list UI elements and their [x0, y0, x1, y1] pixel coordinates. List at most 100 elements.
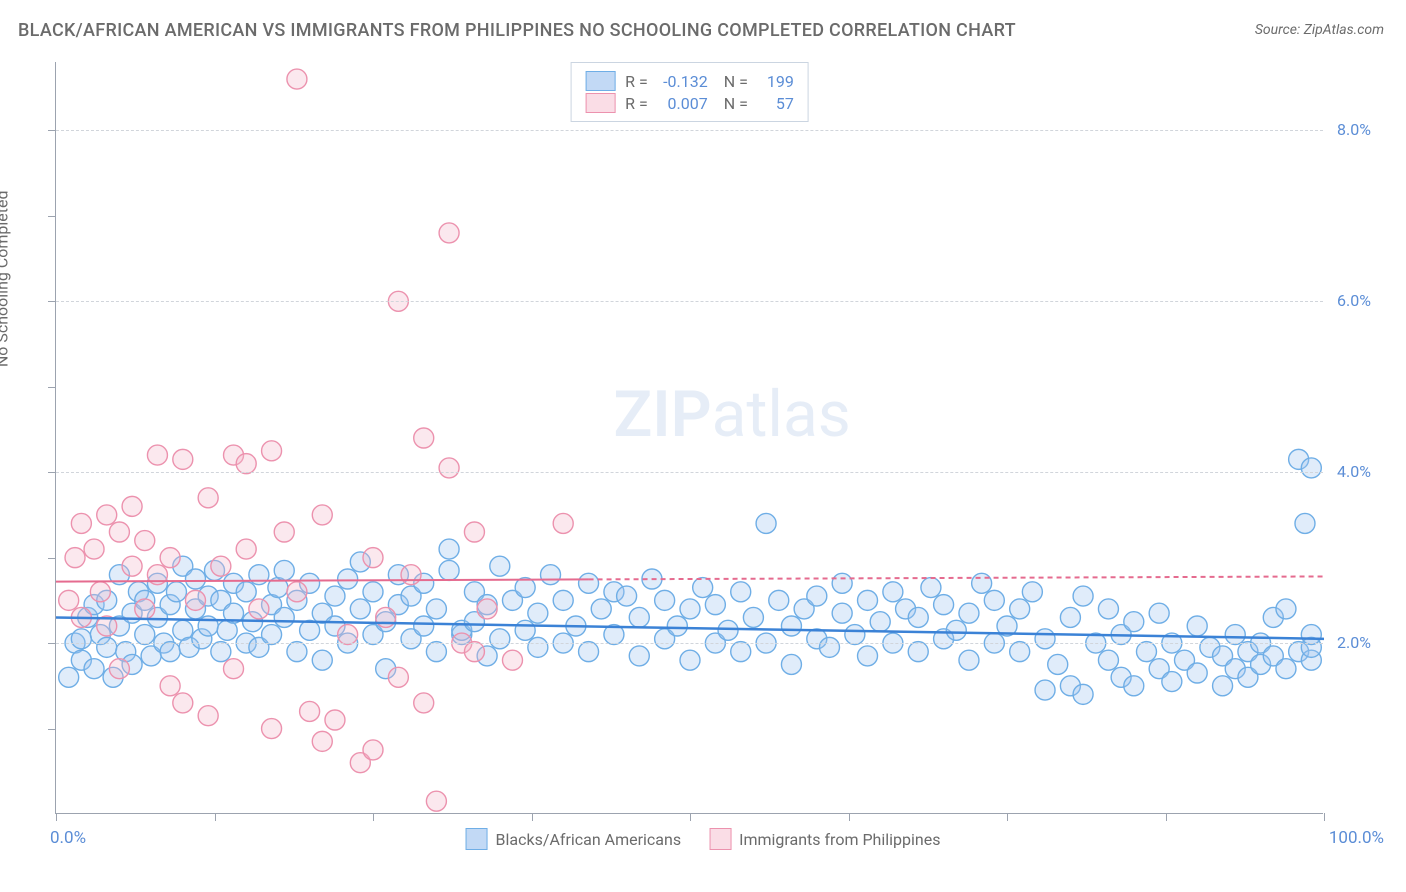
data-point — [122, 556, 142, 576]
data-point — [135, 531, 155, 551]
data-point — [870, 612, 890, 632]
stats-n-value: 57 — [758, 94, 794, 113]
data-point — [591, 599, 611, 619]
stats-r-label: R = — [625, 94, 648, 113]
data-point — [135, 599, 155, 619]
data-point — [883, 582, 903, 602]
y-tick-label: 2.0% — [1337, 633, 1397, 652]
data-point — [65, 548, 85, 568]
data-point — [325, 710, 345, 730]
data-point — [414, 428, 434, 448]
y-tick — [48, 216, 56, 217]
data-point — [287, 642, 307, 662]
data-point — [464, 642, 484, 662]
stats-row: R =0.007N =57 — [585, 93, 794, 113]
legend-item: Blacks/African Americans — [466, 828, 682, 850]
data-point — [579, 642, 599, 662]
data-point — [528, 603, 548, 623]
y-tick-label: 6.0% — [1337, 291, 1397, 310]
plot-area: ZIPatlas R =-0.132N =199R =0.007N =57 2.… — [55, 62, 1323, 814]
data-point — [1276, 659, 1296, 679]
data-point — [363, 740, 383, 760]
data-point — [1162, 672, 1182, 692]
y-tick — [48, 301, 56, 302]
data-point — [1301, 625, 1321, 645]
data-point — [655, 590, 675, 610]
data-point — [135, 625, 155, 645]
x-tick — [373, 813, 374, 821]
data-point — [90, 582, 110, 602]
data-point — [528, 637, 548, 657]
data-point — [160, 642, 180, 662]
data-point — [464, 522, 484, 542]
gridline — [56, 130, 1323, 131]
data-point — [312, 731, 332, 751]
data-point — [845, 625, 865, 645]
data-point — [579, 573, 599, 593]
data-point — [1098, 599, 1118, 619]
data-point — [1010, 642, 1030, 662]
data-point — [426, 791, 446, 811]
data-point — [1098, 650, 1118, 670]
data-point — [300, 620, 320, 640]
stats-n-value: 199 — [758, 72, 794, 91]
data-point — [1010, 599, 1030, 619]
data-point — [338, 569, 358, 589]
data-point — [541, 565, 561, 585]
data-point — [262, 625, 282, 645]
legend-swatch — [709, 828, 731, 850]
data-point — [553, 590, 573, 610]
data-point — [667, 616, 687, 636]
data-point — [1136, 642, 1156, 662]
gridline — [56, 301, 1323, 302]
data-point — [731, 582, 751, 602]
data-point — [1073, 586, 1093, 606]
x-axis-max-label: 100.0% — [1329, 828, 1384, 848]
data-point — [908, 642, 928, 662]
x-tick — [1007, 813, 1008, 821]
x-tick — [532, 813, 533, 821]
data-point — [1048, 654, 1068, 674]
stats-swatch — [585, 71, 615, 91]
data-point — [756, 513, 776, 533]
x-tick — [849, 813, 850, 821]
x-tick — [1324, 813, 1325, 821]
data-point — [122, 496, 142, 516]
data-point — [97, 505, 117, 525]
data-point — [84, 539, 104, 559]
data-point — [908, 607, 928, 627]
data-point — [147, 445, 167, 465]
data-point — [1035, 680, 1055, 700]
data-point — [363, 548, 383, 568]
data-point — [1060, 607, 1080, 627]
source-attribution: Source: ZipAtlas.com — [1255, 22, 1384, 38]
stats-n-label: N = — [724, 72, 748, 91]
y-tick — [48, 387, 56, 388]
data-point — [173, 449, 193, 469]
data-point — [160, 548, 180, 568]
data-point — [426, 642, 446, 662]
data-point — [934, 595, 954, 615]
x-tick — [690, 813, 691, 821]
data-point — [249, 599, 269, 619]
data-point — [502, 650, 522, 670]
data-point — [832, 573, 852, 593]
data-point — [439, 458, 459, 478]
y-tick — [48, 558, 56, 559]
data-point — [743, 607, 763, 627]
stats-r-value: 0.007 — [658, 94, 708, 113]
x-axis-min-label: 0.0% — [50, 828, 86, 848]
data-point — [109, 659, 129, 679]
data-point — [946, 620, 966, 640]
x-tick — [1166, 813, 1167, 821]
data-point — [198, 488, 218, 508]
data-point — [71, 629, 91, 649]
data-point — [718, 620, 738, 640]
data-point — [921, 578, 941, 598]
data-point — [553, 513, 573, 533]
data-point — [325, 586, 345, 606]
data-point — [1187, 616, 1207, 636]
y-tick — [48, 643, 56, 644]
data-point — [236, 454, 256, 474]
data-point — [338, 625, 358, 645]
